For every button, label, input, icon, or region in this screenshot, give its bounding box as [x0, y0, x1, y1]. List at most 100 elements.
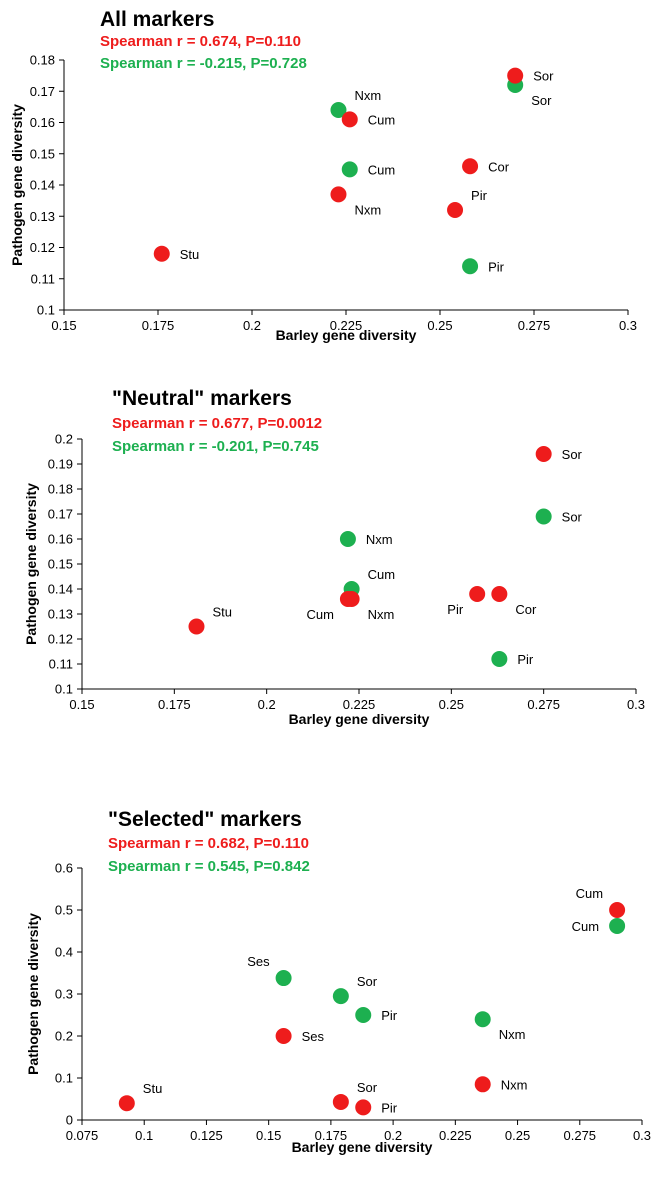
y-tick-label: 0.1 — [55, 682, 73, 697]
point-label: Nxm — [501, 1077, 528, 1092]
y-tick-label: 0.16 — [48, 532, 73, 547]
y-tick-label: 0 — [66, 1113, 73, 1128]
y-tick-label: 0.1 — [37, 303, 55, 318]
point-label: Cor — [488, 159, 510, 174]
point-label: Ses — [302, 1029, 325, 1044]
x-tick-label: 0.3 — [619, 318, 637, 333]
x-tick-label: 0.15 — [256, 1128, 281, 1143]
data-point-green-sor — [535, 508, 552, 525]
data-point-red-nxm — [330, 186, 347, 203]
point-label: Cum — [368, 567, 395, 582]
point-label: Stu — [212, 605, 232, 620]
y-tick-label: 0.18 — [30, 53, 55, 68]
data-point-red-pir — [447, 202, 464, 218]
point-label: Nxm — [354, 202, 381, 217]
x-tick-label: 0.2 — [384, 1128, 402, 1143]
data-point-red-pir — [469, 586, 486, 602]
point-label: Nxm — [366, 532, 393, 547]
point-label: Cum — [306, 607, 333, 622]
data-point-red-cum — [609, 902, 626, 918]
y-tick-label: 0.2 — [55, 1029, 73, 1044]
point-label: Pir — [517, 652, 534, 667]
x-tick-label: 0.2 — [258, 697, 276, 712]
data-point-red-cor — [491, 586, 508, 602]
data-point-red-pir — [355, 1099, 372, 1116]
chart-title: "Neutral" markers — [112, 387, 292, 410]
point-label: Pir — [447, 602, 464, 617]
data-point-red-sor — [507, 67, 524, 84]
x-axis-title: Barley gene diversity — [289, 711, 430, 727]
point-label: Sor — [562, 447, 583, 462]
data-point-red-stu — [118, 1095, 135, 1112]
data-point-green-nxm — [339, 531, 356, 547]
y-tick-label: 0.3 — [55, 987, 73, 1002]
x-tick-label: 0.225 — [343, 697, 376, 712]
y-tick-label: 0.2 — [55, 432, 73, 447]
x-tick-label: 0.125 — [190, 1128, 223, 1143]
point-label: Nxm — [354, 88, 381, 103]
y-tick-label: 0.1 — [55, 1071, 73, 1086]
data-point-red-stu — [153, 245, 170, 262]
point-label: Pir — [381, 1100, 398, 1115]
point-label: Pir — [488, 259, 505, 274]
data-point-green-cum — [609, 917, 626, 934]
data-point-red-ses — [275, 1028, 292, 1044]
y-tick-label: 0.16 — [30, 115, 55, 130]
point-label: Nxm — [368, 607, 395, 622]
y-axis-title: Pathogen gene diversity — [23, 483, 39, 645]
x-tick-label: 0.2 — [243, 318, 261, 333]
y-axis-title: Pathogen gene diversity — [25, 913, 41, 1075]
x-tick-label: 0.275 — [527, 697, 560, 712]
data-point-red-nxm — [474, 1076, 491, 1093]
point-label: Sor — [357, 974, 378, 989]
data-point-green-nxm — [330, 102, 347, 118]
point-label: Pir — [471, 188, 488, 203]
x-tick-label: 0.175 — [315, 1128, 348, 1143]
data-point-green-pir — [355, 1007, 372, 1023]
scatter-chart-selected-markers: "Selected" markers Spearman r = 0.682, P=… — [25, 808, 651, 1155]
x-tick-label: 0.175 — [158, 697, 191, 712]
data-point-red-sor — [535, 446, 552, 462]
point-label: Pir — [381, 1008, 398, 1023]
chart-title: "Selected" markers — [108, 808, 302, 831]
y-tick-label: 0.18 — [48, 482, 73, 497]
data-point-red-sor — [332, 1093, 349, 1110]
y-tick-label: 0.15 — [48, 557, 73, 572]
point-label: Sor — [357, 1080, 378, 1095]
y-tick-label: 0.14 — [30, 178, 55, 193]
x-axis-title: Barley gene diversity — [276, 327, 417, 343]
spearman-stat-green: Spearman r = -0.201, P=0.745 — [112, 438, 319, 455]
x-tick-label: 0.15 — [69, 697, 94, 712]
point-label: Ses — [247, 954, 270, 969]
y-tick-label: 0.12 — [30, 240, 55, 255]
point-label: Cum — [368, 112, 395, 127]
data-point-red-stu — [188, 618, 205, 635]
spearman-stat-red: Spearman r = 0.682, P=0.110 — [108, 835, 309, 852]
data-point-green-pir — [462, 258, 479, 275]
point-label: Sor — [531, 93, 552, 108]
y-tick-label: 0.6 — [55, 861, 73, 876]
data-point-green-pir — [491, 651, 508, 667]
y-tick-label: 0.15 — [30, 146, 55, 161]
scatter-chart-neutral-markers: "Neutral" markers Spearman r = 0.677, P=0… — [23, 387, 645, 727]
x-tick-label: 0.225 — [439, 1128, 472, 1143]
x-tick-label: 0.225 — [330, 318, 363, 333]
scatter-chart-all-markers: All markers Spearman r = 0.674, P=0.110 Sp… — [9, 8, 637, 343]
data-point-green-cum — [341, 161, 358, 178]
point-label: Nxm — [499, 1027, 526, 1042]
spearman-stat-red: Spearman r = 0.674, P=0.110 — [100, 33, 301, 50]
chart-title: All markers — [100, 8, 214, 31]
x-tick-label: 0.25 — [427, 318, 452, 333]
data-point-green-nxm — [474, 1011, 491, 1028]
x-tick-label: 0.25 — [439, 697, 464, 712]
point-label: Sor — [533, 69, 554, 84]
y-tick-label: 0.17 — [48, 507, 73, 522]
y-tick-label: 0.14 — [48, 582, 73, 597]
x-tick-label: 0.3 — [627, 697, 645, 712]
point-label: Cum — [368, 162, 395, 177]
y-tick-label: 0.12 — [48, 632, 73, 647]
spearman-stat-red: Spearman r = 0.677, P=0.0012 — [112, 415, 322, 432]
point-label: Stu — [143, 1081, 163, 1096]
point-label: Stu — [180, 247, 200, 262]
